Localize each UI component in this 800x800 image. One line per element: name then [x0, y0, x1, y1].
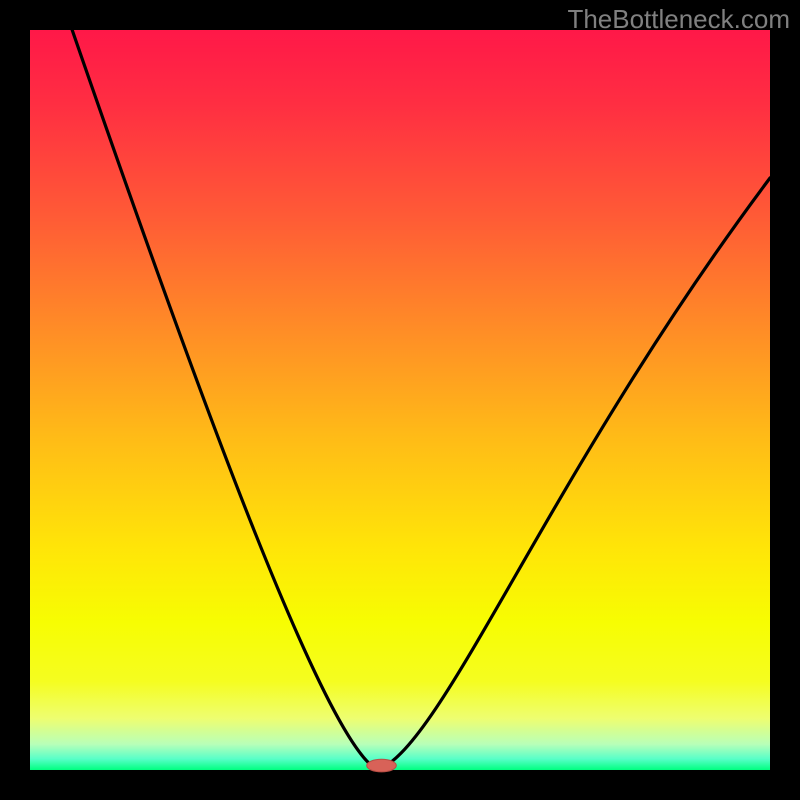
plot-background — [30, 30, 770, 770]
watermark-text: TheBottleneck.com — [567, 4, 790, 35]
bottleneck-chart — [0, 0, 800, 800]
optimum-marker — [367, 759, 397, 772]
